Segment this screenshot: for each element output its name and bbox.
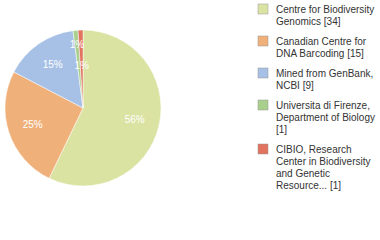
pie-labels: 56% 25% 15% 1% 1% [23, 39, 145, 130]
legend-swatch [258, 144, 268, 154]
legend: Centre for BiodiversityGenomics [34] Cana… [258, 4, 375, 191]
data-label: 25% [23, 119, 43, 130]
data-label: 15% [43, 59, 63, 70]
legend-swatch [258, 68, 268, 78]
legend-label: CIBIO, ResearchCenter in Biodiversityand… [276, 144, 370, 191]
legend-label: Centre for BiodiversityGenomics [34] [276, 4, 374, 27]
data-label: 1% [74, 60, 89, 71]
data-label: 1% [70, 39, 85, 50]
legend-label: Universita di Firenze,Department of Biol… [276, 100, 375, 135]
chart-svg: 56% 25% 15% 1% 1% Centre for BiodiversityGeno… [0, 0, 380, 240]
legend-swatch [258, 100, 268, 110]
legend-label: Canadian Centre forDNA Barcoding [15] [276, 36, 367, 59]
pie-slices [5, 30, 161, 186]
legend-swatch [258, 4, 268, 14]
legend-swatch [258, 36, 268, 46]
data-label: 56% [125, 114, 145, 125]
chart-container: 56% 25% 15% 1% 1% Centre for BiodiversityGeno… [0, 0, 380, 240]
legend-label: Mined from GenBank,NCBI [9] [276, 68, 373, 91]
